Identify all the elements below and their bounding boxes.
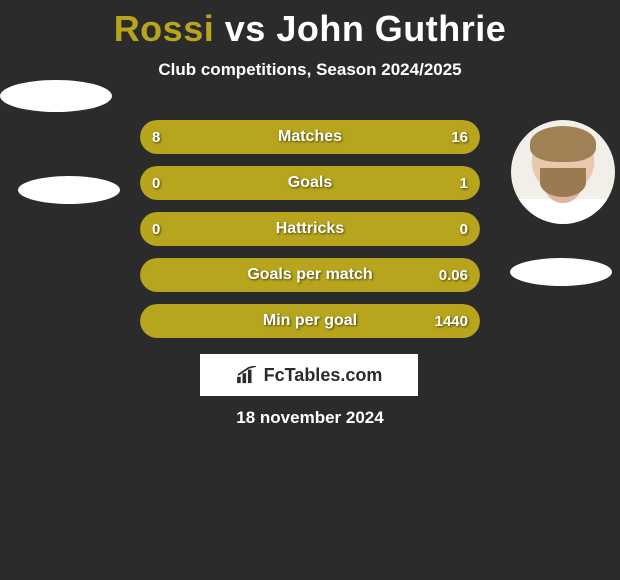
page-title: Rossi vs John Guthrie	[0, 0, 620, 50]
stat-bar-right	[252, 120, 480, 154]
stat-value-right: 16	[451, 120, 468, 154]
branding-text: FcTables.com	[264, 365, 383, 386]
player1-avatar	[0, 80, 112, 112]
player1-team-logo	[18, 176, 120, 204]
stat-bar-right	[160, 258, 480, 292]
player2-avatar	[511, 120, 615, 224]
date-text: 18 november 2024	[0, 408, 620, 428]
stat-row: 1440Min per goal	[140, 304, 480, 338]
player2-name: John Guthrie	[276, 8, 506, 49]
stat-bar-left	[140, 304, 160, 338]
chart-icon	[236, 366, 258, 384]
vs-text: vs	[225, 8, 266, 49]
avatar-beard	[540, 168, 586, 197]
subtitle: Club competitions, Season 2024/2025	[0, 60, 620, 80]
stat-row: 816Matches	[140, 120, 480, 154]
stat-value-left: 8	[152, 120, 160, 154]
stat-row: 01Goals	[140, 166, 480, 200]
player2-team-logo	[510, 258, 612, 286]
stat-value-left: 0	[152, 166, 160, 200]
stat-row: 0.06Goals per match	[140, 258, 480, 292]
avatar-hair	[530, 126, 597, 161]
stat-value-left: 0	[152, 212, 160, 246]
stat-value-right: 0.06	[439, 258, 468, 292]
stat-bar-right	[160, 304, 480, 338]
stat-bar-right	[310, 212, 480, 246]
stat-bar-left	[140, 258, 160, 292]
stat-bar-left	[140, 212, 310, 246]
branding-box: FcTables.com	[200, 354, 418, 396]
stats-container: 816Matches01Goals00Hattricks0.06Goals pe…	[140, 120, 480, 350]
stat-value-right: 1	[460, 166, 468, 200]
player1-name: Rossi	[114, 8, 215, 49]
stat-bar-right	[160, 166, 480, 200]
stat-value-right: 1440	[435, 304, 468, 338]
stat-value-right: 0	[460, 212, 468, 246]
stat-row: 00Hattricks	[140, 212, 480, 246]
